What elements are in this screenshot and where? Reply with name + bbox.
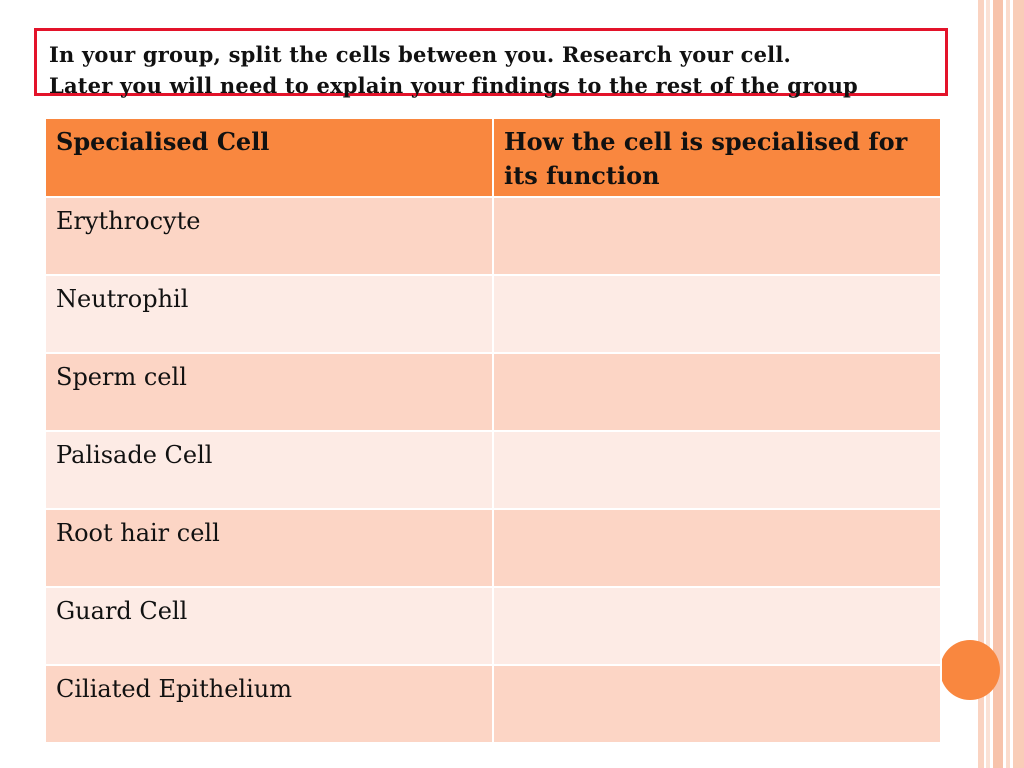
- table-header-row: Specialised Cell How the cell is special…: [44, 117, 942, 198]
- cell-name: Root hair cell: [44, 508, 494, 588]
- table-row: Ciliated Epithelium: [44, 664, 942, 744]
- cell-description[interactable]: [492, 430, 942, 510]
- decorative-stripe: [1006, 0, 1010, 768]
- decorative-circle: [940, 640, 1000, 700]
- decorative-stripe: [986, 0, 990, 768]
- cell-name: Guard Cell: [44, 586, 494, 666]
- table-row: Palisade Cell: [44, 430, 942, 510]
- table-row: Root hair cell: [44, 508, 942, 588]
- table-row: Guard Cell: [44, 586, 942, 666]
- cell-name: Palisade Cell: [44, 430, 494, 510]
- cell-description[interactable]: [492, 508, 942, 588]
- cell-description[interactable]: [492, 352, 942, 432]
- cell-name: Erythrocyte: [44, 196, 494, 276]
- decorative-stripe: [978, 0, 984, 768]
- decorative-stripe: [993, 0, 1003, 768]
- cell-description[interactable]: [492, 196, 942, 276]
- header-how-specialised: How the cell is specialised for its func…: [492, 117, 942, 198]
- cell-description[interactable]: [492, 586, 942, 666]
- cell-name: Sperm cell: [44, 352, 494, 432]
- cell-description[interactable]: [492, 274, 942, 354]
- decorative-stripe: [1013, 0, 1024, 768]
- cells-table: Specialised Cell How the cell is special…: [44, 117, 942, 744]
- instruction-box: In your group, split the cells between y…: [34, 28, 948, 98]
- instruction-line-2: Later you will need to explain your find…: [49, 73, 858, 98]
- instruction-line-1: In your group, split the cells between y…: [49, 42, 792, 67]
- header-specialised-cell: Specialised Cell: [44, 117, 494, 198]
- cell-name: Ciliated Epithelium: [44, 664, 494, 744]
- table-row: Neutrophil: [44, 274, 942, 354]
- cell-name: Neutrophil: [44, 274, 494, 354]
- cell-description[interactable]: [492, 664, 942, 744]
- table-row: Sperm cell: [44, 352, 942, 432]
- table-row: Erythrocyte: [44, 196, 942, 276]
